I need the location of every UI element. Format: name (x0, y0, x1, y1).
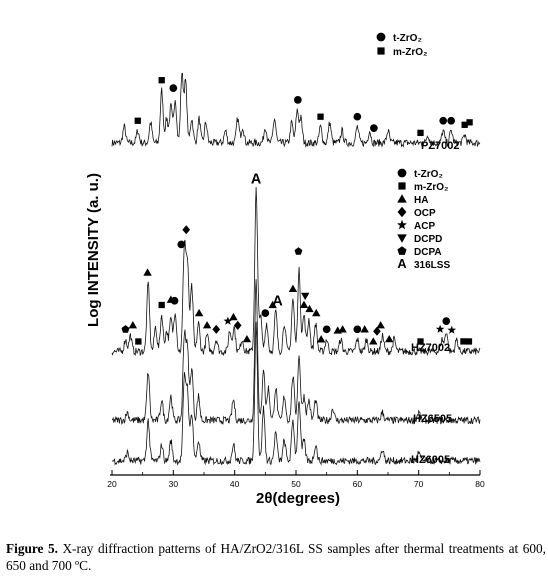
legend-label: OCP (414, 208, 436, 219)
square-marker (461, 121, 468, 128)
peak-markers: AA (121, 77, 473, 345)
figure-caption: Figure 5. X-ray diffraction patterns of … (6, 540, 546, 574)
circle-marker (353, 112, 362, 121)
legend-label: DCPD (414, 234, 442, 245)
square-marker (317, 113, 324, 120)
x-tick-label: 80 (475, 479, 485, 489)
circle-marker (261, 309, 270, 317)
star-marker (447, 325, 457, 334)
x-tick-label: 40 (230, 479, 240, 489)
circle-marker (447, 116, 456, 125)
circle-marker (177, 240, 186, 249)
triangle-up-marker (397, 194, 407, 203)
circle-marker (322, 325, 331, 334)
pentagon-marker (397, 246, 407, 255)
trace-hz6005 (111, 321, 481, 466)
triangle-down-marker (397, 234, 407, 243)
caption-label: Figure 5. (6, 541, 58, 556)
square-marker (465, 338, 473, 345)
triangle-up-marker (338, 325, 347, 333)
legend-label: m-ZrO₂ (393, 47, 427, 58)
legend-label: ACP (414, 221, 435, 232)
x-axis-label: 2θ(degrees) (256, 490, 340, 507)
triangle-up-marker (128, 321, 138, 329)
triangle-up-marker (143, 268, 152, 276)
legend-label: t-ZrO₂ (414, 169, 443, 180)
square-marker (417, 338, 424, 345)
star-marker (397, 219, 407, 230)
triangle-up-marker (202, 321, 212, 329)
circle-marker (169, 84, 178, 92)
square-marker (398, 182, 406, 190)
xrd-traces (111, 72, 481, 466)
diamond-marker (373, 326, 381, 336)
triangle-up-marker (288, 284, 298, 292)
triangle-up-marker (316, 335, 326, 343)
series-label-hz7002: HZ7002 (411, 342, 450, 354)
pentagon-marker (121, 325, 130, 333)
y-axis-label: Log INTENSITY (a. u.) (85, 173, 102, 327)
legend-label: 316LSS (414, 260, 450, 271)
diamond-marker (212, 324, 221, 334)
square-marker (460, 338, 467, 345)
caption-text: X-ray diffraction patterns of HA/ZrO2/31… (6, 541, 546, 573)
triangle-up-marker (376, 321, 385, 329)
series-label-pz7002: PZ7002 (421, 140, 460, 152)
legend-label: m-ZrO₂ (414, 182, 448, 193)
x-tick-label: 50 (291, 479, 301, 489)
triangle-down-marker (301, 292, 310, 301)
x-tick-label: 20 (107, 479, 117, 489)
square-marker (134, 117, 141, 124)
circle-marker (376, 32, 386, 42)
legend-label: DCPA (414, 247, 442, 258)
triangle-up-marker (194, 308, 204, 317)
triangle-up-marker (299, 300, 309, 309)
triangle-up-marker (385, 334, 394, 343)
trace-hz7002 (111, 187, 481, 357)
star-marker (435, 324, 445, 333)
circle-marker (442, 317, 451, 325)
diamond-marker (182, 225, 191, 235)
triangle-up-marker (305, 304, 314, 313)
series-label-hz6005: HZ6005 (411, 454, 450, 466)
x-axis: 20 30 40 50 60 70 80 (107, 470, 485, 489)
letter-A-marker: A (251, 172, 262, 188)
x-tick-label: 60 (353, 479, 363, 489)
series-label-hz6505: HZ6505 (413, 413, 452, 425)
triangle-up-marker (242, 334, 252, 343)
square-marker (158, 77, 165, 84)
pentagon-marker (294, 247, 303, 255)
diamond-marker (233, 320, 242, 330)
circle-marker (370, 124, 378, 132)
triangle-up-marker (166, 295, 176, 303)
square-marker (158, 301, 165, 309)
letter-A-marker: A (397, 256, 406, 271)
square-marker (417, 129, 424, 137)
trace-hz6505 (111, 279, 481, 425)
square-marker (377, 47, 385, 55)
x-tick-label: 70 (414, 479, 424, 489)
triangle-up-marker (268, 300, 277, 309)
x-tick-label: 30 (169, 479, 179, 489)
letter-A-marker: A (272, 293, 283, 309)
circle-marker (353, 325, 362, 334)
legend-label: t-ZrO₂ (393, 33, 422, 44)
square-marker (466, 119, 473, 126)
square-marker (135, 338, 142, 345)
legend-label: HA (414, 195, 428, 206)
triangle-up-marker (312, 308, 321, 317)
triangle-up-marker (369, 337, 378, 345)
diamond-marker (397, 206, 407, 218)
triangle-up-marker (229, 312, 238, 321)
xrd-figure: 20 30 40 50 60 70 80 PZ7002HZ7002HZ6505HZ6005 … (85, 32, 485, 507)
circle-marker (293, 96, 302, 104)
triangle-up-marker (360, 325, 369, 333)
circle-marker (439, 116, 448, 125)
circle-marker (397, 168, 407, 178)
trace-pz7002 (111, 72, 481, 148)
star-marker (223, 316, 233, 325)
series-labels: PZ7002 HZ7002 HZ6505 HZ6005 (411, 140, 460, 466)
legends: t-ZrO₂ m-ZrO₂ t-ZrO₂ m-ZrO₂ HA OCP ACP DCPD DCPA… (376, 32, 450, 271)
